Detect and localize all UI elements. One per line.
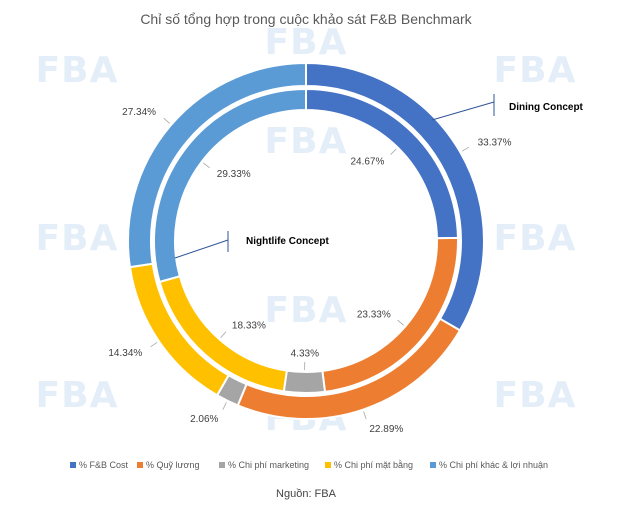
series-name-dining: Dining Concept	[509, 102, 584, 113]
data-label: 23.33%	[357, 310, 391, 321]
label-leader	[163, 117, 170, 124]
legend-label: % Chi phí khác & lợi nhuận	[439, 460, 548, 470]
watermark-text: FBA	[265, 290, 348, 331]
legend-label: % Chi phí mặt bằng	[334, 460, 413, 470]
legend-swatch	[137, 462, 143, 468]
label-leader	[397, 319, 404, 326]
data-label: 29.33%	[217, 169, 251, 180]
legend-swatch	[325, 462, 331, 468]
watermark-text: FBA	[36, 50, 119, 91]
legend-swatch	[70, 462, 76, 468]
data-label: 24.67%	[350, 156, 384, 167]
source-caption: Nguồn: FBA	[276, 488, 337, 500]
series-callout-line	[174, 239, 229, 259]
doughnut-segment	[282, 369, 327, 394]
watermark-text: FBA	[494, 218, 577, 259]
label-leader	[150, 341, 158, 348]
data-label: 22.89%	[369, 424, 403, 435]
series-callout-line	[431, 101, 495, 121]
legend: % F&B Cost % Quỹ lương % Chi phí marketing…	[70, 460, 548, 470]
watermark-text: FBA	[494, 375, 577, 416]
watermark-layer: FBAFBAFBAFBAFBAFBAFBAFBAFBAFBA	[36, 22, 577, 439]
doughnut-segment	[153, 87, 307, 284]
legend-swatch	[430, 462, 436, 468]
label-leader	[363, 411, 367, 420]
label-leader	[222, 402, 227, 410]
data-label: 27.34%	[122, 107, 156, 118]
data-label: 18.33%	[232, 321, 266, 332]
data-label: 2.06%	[190, 414, 218, 425]
watermark-text: FBA	[265, 121, 348, 162]
watermark-text: FBA	[36, 218, 119, 259]
legend-label: % F&B Cost	[79, 460, 129, 470]
label-leader	[461, 146, 470, 152]
watermark-text: FBA	[265, 22, 348, 63]
data-label: 14.34%	[108, 348, 142, 359]
legend-label: % Quỹ lương	[146, 460, 199, 470]
label-leader	[390, 148, 397, 155]
data-labels: 33.37% 22.89% 2.06% 14.34% 27.34% 24.67% 23.33…	[108, 107, 511, 435]
watermark-text: FBA	[36, 375, 119, 416]
series-name-nightlife: Nightlife Concept	[246, 236, 329, 247]
doughnut-rings	[127, 61, 485, 420]
data-label: 4.33%	[291, 348, 319, 359]
legend-label: % Chi phí marketing	[228, 460, 309, 470]
label-leader	[220, 331, 227, 339]
series-names: Dining Concept Nightlife Concept	[174, 94, 584, 259]
watermark-text: FBA	[494, 50, 577, 91]
doughnut-segment	[127, 61, 307, 269]
legend-swatch	[219, 462, 225, 468]
data-label: 33.37%	[478, 138, 512, 149]
label-leader	[203, 162, 210, 169]
chart-title: Chỉ số tổng hợp trong cuộc khảo sát F&B …	[140, 11, 472, 27]
